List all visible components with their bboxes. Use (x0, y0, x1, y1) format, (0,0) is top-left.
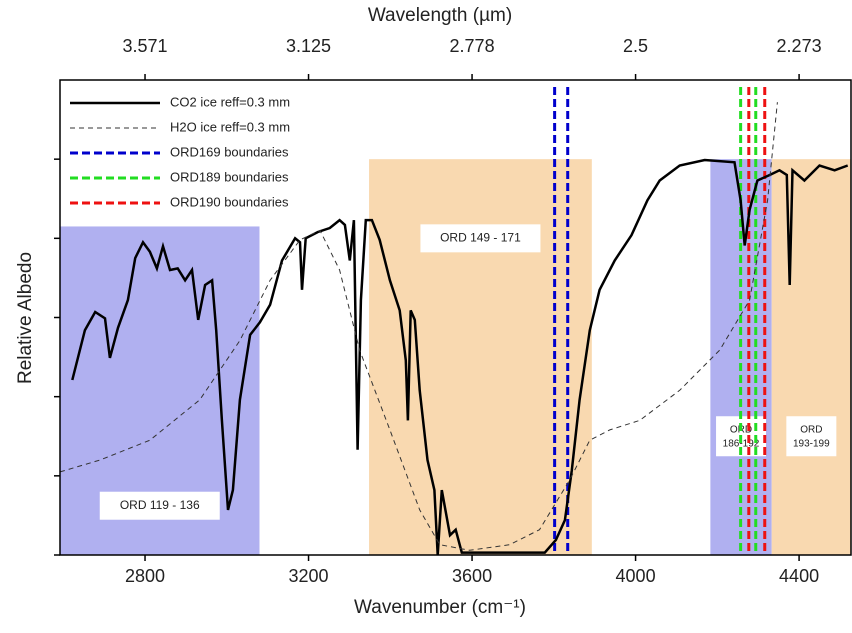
x-tick-label: 2800 (125, 566, 165, 586)
region-label: ORD 119 - 136 (120, 498, 200, 512)
top-tick-label: 3.571 (123, 36, 168, 56)
region-label-line: ORD (800, 424, 822, 435)
region-label: ORD 149 - 171 (440, 231, 521, 245)
legend-label: CO2 ice reff=0.3 mm (170, 94, 290, 109)
top-tick-label: 3.125 (286, 36, 331, 56)
x-axis-title: Wavenumber (cm⁻¹) (354, 597, 526, 618)
region-label-box (786, 416, 837, 457)
legend-label: H2O ice reff=0.3 mm (170, 119, 290, 134)
top-axis-title: Wavelength (µm) (368, 5, 512, 26)
legend-label: ORD169 boundaries (170, 144, 289, 159)
order-region (771, 159, 851, 555)
spectrum-line (59, 102, 778, 551)
region-label-line: 193-199 (793, 438, 830, 449)
legend-label: ORD190 boundaries (170, 194, 289, 209)
region-label: ORD 193-199 (793, 424, 830, 449)
region-label-box (420, 224, 541, 253)
order-region (369, 159, 592, 555)
x-tick-label: 3600 (452, 566, 492, 586)
y-axis-title: Relative Albedo (15, 252, 36, 384)
x-tick-label: 4000 (616, 566, 656, 586)
legend-label: ORD189 boundaries (170, 169, 289, 184)
x-tick-label: 4400 (779, 566, 819, 586)
x-tick-label: 3200 (289, 566, 329, 586)
spectrum-line (71, 158, 849, 556)
top-tick-label: 2.273 (777, 36, 822, 56)
region-label-box (99, 491, 220, 520)
top-tick-label: 2.5 (623, 36, 648, 56)
region-label-line: 186-192 (723, 438, 760, 449)
top-tick-label: 2.778 (450, 36, 495, 56)
